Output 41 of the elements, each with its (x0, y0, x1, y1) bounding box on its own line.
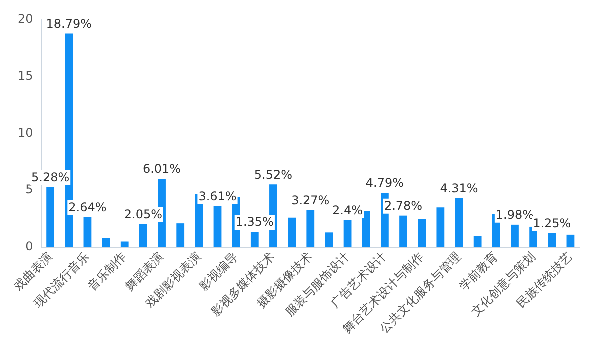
data-label: 6.01% (142, 162, 182, 176)
data-label: 2.78% (384, 198, 423, 213)
y-tick-label: 0 (26, 240, 34, 254)
bar (102, 238, 110, 248)
bar (46, 187, 55, 248)
bar (455, 198, 464, 248)
bar (120, 242, 129, 248)
bar (139, 224, 148, 248)
bar (566, 234, 575, 248)
data-label: 1.35% (236, 215, 274, 230)
data-label: 2.64% (68, 200, 107, 215)
y-tick-label: 15 (18, 68, 34, 83)
bar (84, 217, 92, 248)
bar (362, 211, 370, 248)
data-label: 2.4% (332, 203, 364, 218)
bar (436, 208, 445, 248)
bar (176, 224, 185, 248)
bar (288, 218, 296, 248)
y-tick-label: 5 (26, 182, 34, 197)
bar (214, 206, 222, 248)
bar (474, 236, 482, 248)
bar (418, 219, 426, 248)
data-label: 3.61% (198, 190, 237, 204)
bar (511, 224, 519, 248)
data-label: 1.98% (496, 208, 534, 222)
data-label: 5.52% (254, 168, 293, 182)
data-label: 5.28% (31, 170, 70, 185)
bar (344, 220, 352, 248)
bar (400, 216, 408, 248)
bar (306, 210, 315, 248)
bar (250, 232, 259, 248)
data-label: 18.79% (46, 16, 92, 31)
y-tick-label: 10 (18, 126, 34, 140)
data-label: 4.79% (366, 176, 404, 190)
y-tick-label: 20 (18, 12, 34, 26)
bar (325, 232, 334, 248)
data-label: 1.25% (533, 216, 572, 230)
data-label: 3.27% (292, 193, 330, 208)
data-label: 4.31% (440, 182, 478, 196)
bar (548, 233, 556, 248)
data-label: 2.05% (124, 207, 163, 222)
